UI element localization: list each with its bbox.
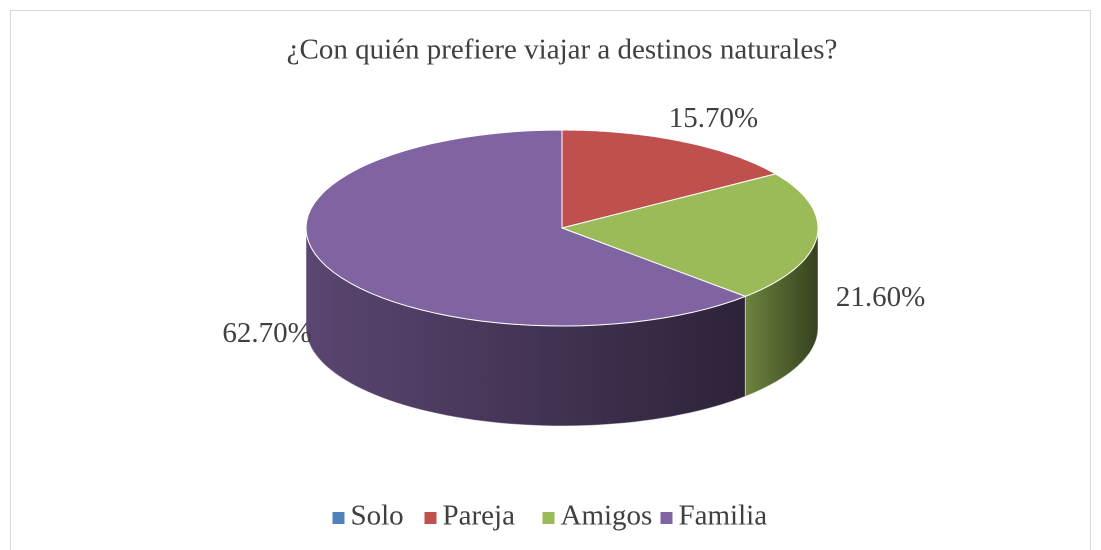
legend-swatch — [332, 512, 345, 524]
slice — [560, 173, 819, 297]
legend-label: Familia — [679, 500, 768, 532]
data-label: 62.70% — [222, 317, 311, 349]
legend: Solo Pareja Amigos Familia — [332, 500, 768, 532]
legend-label: Amigos — [561, 500, 653, 532]
legend-swatch — [660, 512, 673, 524]
pie-tops — [305, 129, 819, 327]
legend-label: Pareja — [443, 500, 516, 532]
data-label: 15.70% — [669, 102, 758, 134]
legend-swatch — [424, 512, 437, 524]
data-label: 21.60% — [836, 281, 925, 313]
slice — [305, 129, 747, 327]
legend-label: Solo — [351, 500, 404, 532]
slice — [561, 129, 777, 229]
chart-title: ¿Con quién prefiere viajar a destinos na… — [287, 34, 838, 66]
data-labels: 15.70% 21.60% 62.70% — [222, 102, 925, 349]
legend-swatch — [542, 512, 555, 524]
